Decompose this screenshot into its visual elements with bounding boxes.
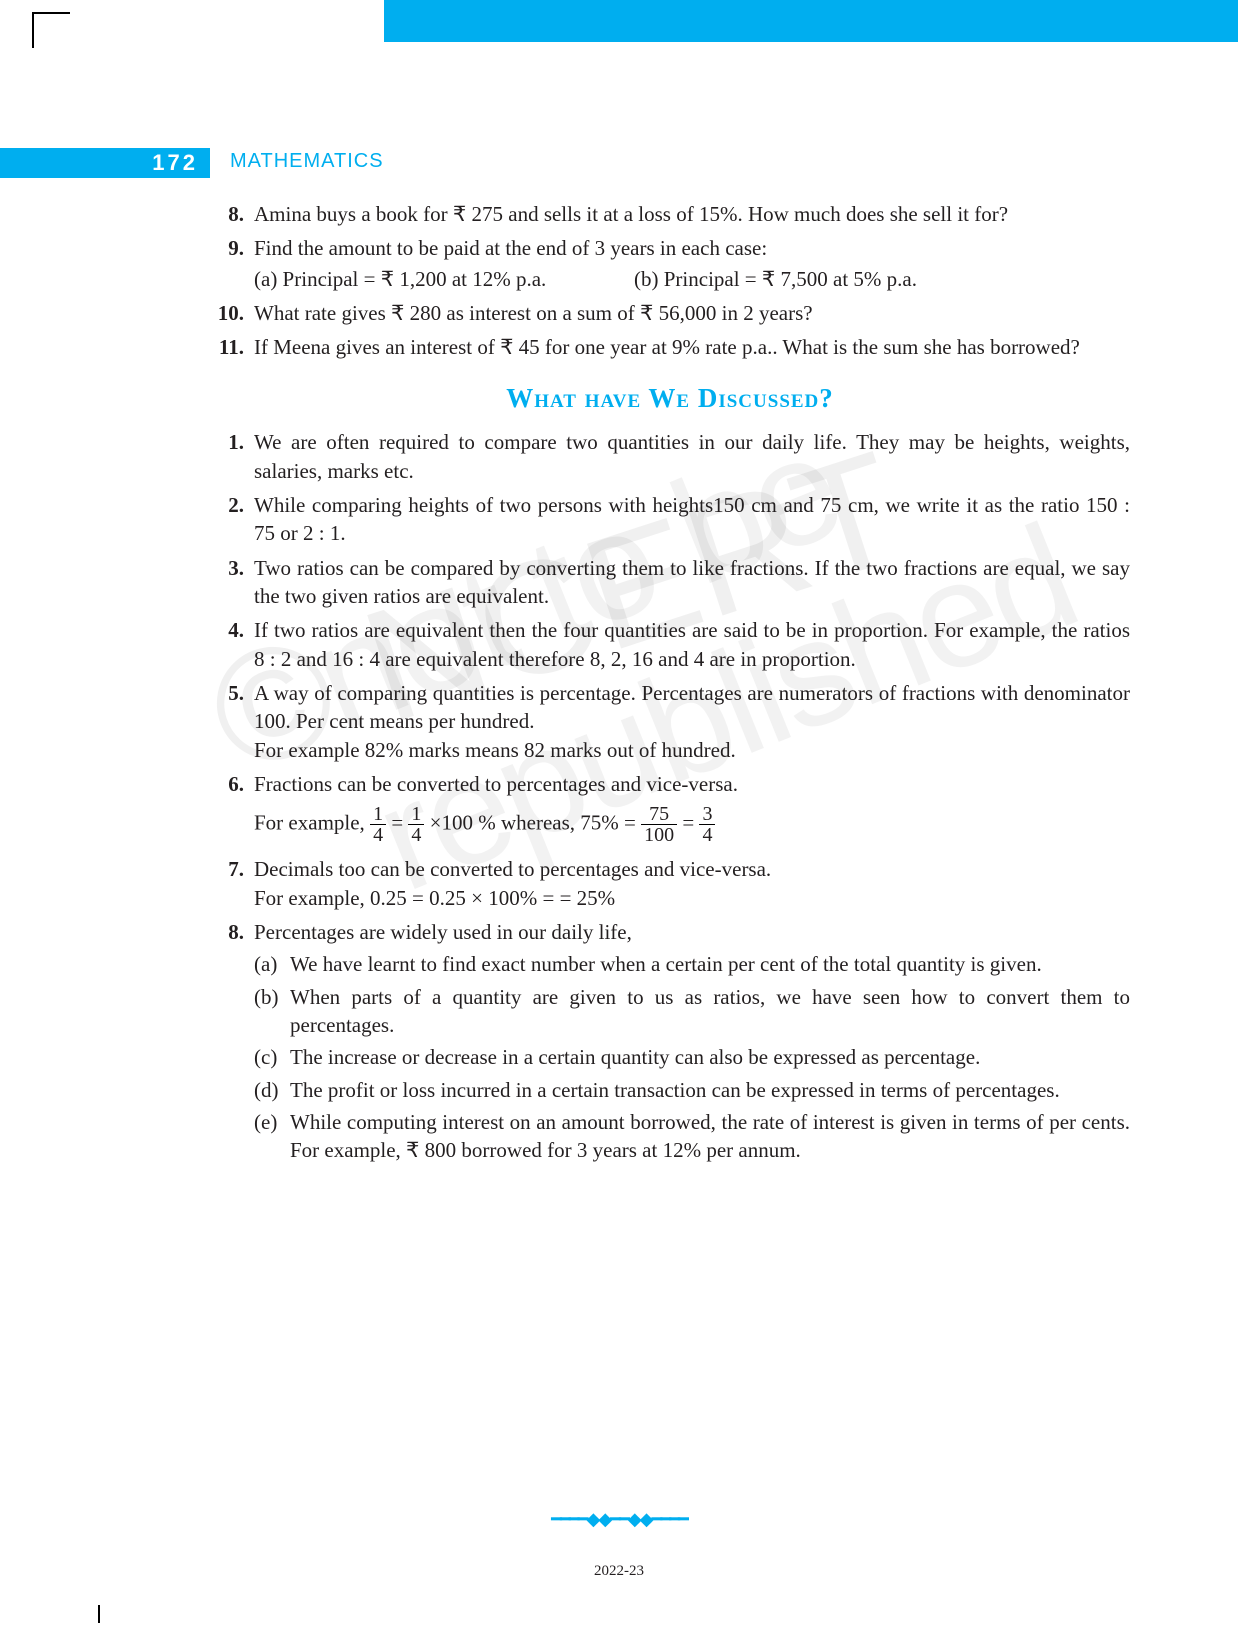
- item-number: 2.: [210, 491, 254, 548]
- math-prefix: For example,: [254, 811, 370, 835]
- sub-text: The profit or loss incurred in a certain…: [290, 1076, 1130, 1104]
- item-number: 3.: [210, 554, 254, 611]
- sub-item: (b) When parts of a quantity are given t…: [254, 983, 1130, 1040]
- fraction: 14: [408, 804, 424, 845]
- item-text: Decimals too can be converted to percent…: [254, 855, 1130, 912]
- item-number: 8.: [210, 200, 254, 228]
- item-text: We are often required to compare two qua…: [254, 428, 1130, 485]
- option-a: (a) Principal = ₹ 1,200 at 12% p.a.: [254, 265, 634, 293]
- discussed-item: 6. Fractions can be converted to percent…: [210, 770, 1130, 849]
- item-text-main: Percentages are widely used in our daily…: [254, 920, 632, 944]
- item-text: While comparing heights of two persons w…: [254, 491, 1130, 548]
- math-expression: For example, 14 = 14 ×100 % whereas, 75%…: [254, 804, 1130, 845]
- sub-text: When parts of a quantity are given to us…: [290, 983, 1130, 1040]
- page-content: 8. Amina buys a book for ₹ 275 and sells…: [210, 200, 1130, 1171]
- sub-label: (d): [254, 1076, 290, 1104]
- section-heading: What have We Discussed?: [210, 380, 1130, 416]
- item-number: 7.: [210, 855, 254, 912]
- item-number: 4.: [210, 616, 254, 673]
- header-cyan-bar: [384, 0, 1238, 42]
- item-text-main: Fractions can be converted to percentage…: [254, 772, 738, 796]
- exercise-item: 11. If Meena gives an interest of ₹ 45 f…: [210, 333, 1130, 361]
- item-text: Amina buys a book for ₹ 275 and sells it…: [254, 200, 1130, 228]
- discussed-item: 4. If two ratios are equivalent then the…: [210, 616, 1130, 673]
- sub-label: (b): [254, 983, 290, 1040]
- item-number: 11.: [210, 333, 254, 361]
- discussed-item: 8. Percentages are widely used in our da…: [210, 918, 1130, 1165]
- discussed-item: 7. Decimals too can be converted to perc…: [210, 855, 1130, 912]
- exercise-item: 10. What rate gives ₹ 280 as interest on…: [210, 299, 1130, 327]
- option-b: (b) Principal = ₹ 7,500 at 5% p.a.: [634, 265, 1130, 293]
- exercise-item: 9. Find the amount to be paid at the end…: [210, 234, 1130, 293]
- ornament-divider: ━━━━◆◆━━◆◆━━━━: [551, 1509, 687, 1530]
- page-number-bar: 172: [0, 148, 210, 178]
- discussed-item: 1. We are often required to compare two …: [210, 428, 1130, 485]
- discussed-item: 5. A way of comparing quantities is perc…: [210, 679, 1130, 764]
- fraction: 14: [370, 804, 386, 845]
- subject-title: MATHEMATICS: [230, 150, 384, 173]
- fraction: 34: [699, 804, 715, 845]
- item-number: 5.: [210, 679, 254, 764]
- math-mid: whereas, 75% =: [501, 811, 641, 835]
- item-text: Percentages are widely used in our daily…: [254, 918, 1130, 1165]
- fraction: 75100: [641, 804, 677, 845]
- sub-item: (a) We have learnt to find exact number …: [254, 950, 1130, 978]
- footer-year: 2022-23: [594, 1563, 644, 1580]
- item-text-extra: For example, 0.25 = 0.25 × 100% = = 25%: [254, 884, 1130, 912]
- sub-label: (e): [254, 1108, 290, 1165]
- item-number: 9.: [210, 234, 254, 293]
- crop-mark-top: [32, 12, 70, 48]
- item-number: 8.: [210, 918, 254, 1165]
- sub-text: The increase or decrease in a certain qu…: [290, 1043, 1130, 1071]
- page-number: 172: [152, 150, 198, 176]
- item-text-main: Find the amount to be paid at the end of…: [254, 236, 767, 260]
- item-text-extra: For example 82% marks means 82 marks out…: [254, 736, 1130, 764]
- sub-label: (a): [254, 950, 290, 978]
- exercise-item: 8. Amina buys a book for ₹ 275 and sells…: [210, 200, 1130, 228]
- sub-text: While computing interest on an amount bo…: [290, 1108, 1130, 1165]
- sub-label: (c): [254, 1043, 290, 1071]
- sub-row: (a) Principal = ₹ 1,200 at 12% p.a. (b) …: [254, 265, 1130, 293]
- item-number: 6.: [210, 770, 254, 849]
- item-text: Fractions can be converted to percentage…: [254, 770, 1130, 849]
- item-text: A way of comparing quantities is percent…: [254, 679, 1130, 764]
- sub-text: We have learnt to find exact number when…: [290, 950, 1130, 978]
- item-text: Find the amount to be paid at the end of…: [254, 234, 1130, 293]
- item-text: What rate gives ₹ 280 as interest on a s…: [254, 299, 1130, 327]
- discussed-item: 3. Two ratios can be compared by convert…: [210, 554, 1130, 611]
- math-times: ×100 %: [430, 811, 496, 835]
- item-text: Two ratios can be compared by converting…: [254, 554, 1130, 611]
- sub-item: (d) The profit or loss incurred in a cer…: [254, 1076, 1130, 1104]
- item-text-main: A way of comparing quantities is percent…: [254, 681, 1130, 733]
- item-text-main: Decimals too can be converted to percent…: [254, 857, 771, 881]
- item-number: 10.: [210, 299, 254, 327]
- crop-mark-bottom: [98, 1605, 100, 1623]
- discussed-item: 2. While comparing heights of two person…: [210, 491, 1130, 548]
- item-number: 1.: [210, 428, 254, 485]
- sub-item: (c) The increase or decrease in a certai…: [254, 1043, 1130, 1071]
- item-text: If two ratios are equivalent then the fo…: [254, 616, 1130, 673]
- sub-item: (e) While computing interest on an amoun…: [254, 1108, 1130, 1165]
- item-text: If Meena gives an interest of ₹ 45 for o…: [254, 333, 1130, 361]
